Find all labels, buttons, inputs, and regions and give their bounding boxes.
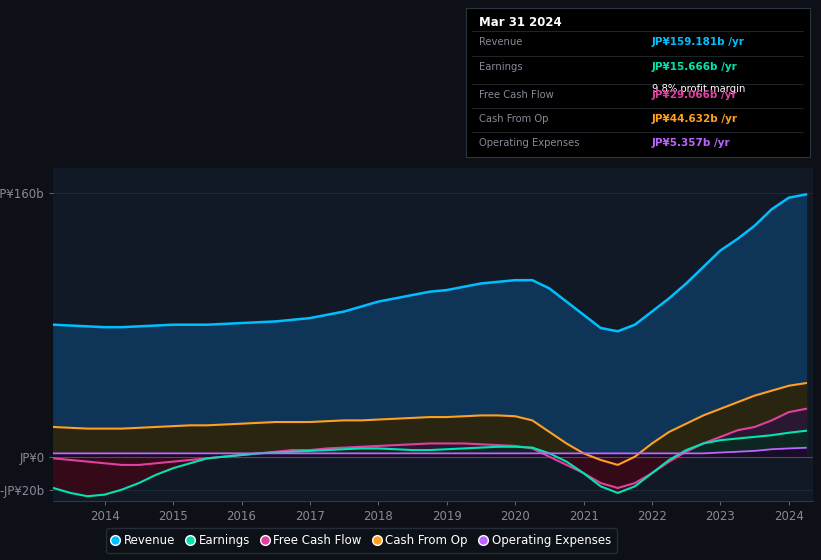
Text: JP¥5.357b /yr: JP¥5.357b /yr xyxy=(652,138,731,147)
Text: JP¥159.181b /yr: JP¥159.181b /yr xyxy=(652,36,745,46)
Text: Free Cash Flow: Free Cash Flow xyxy=(479,90,554,100)
Legend: Revenue, Earnings, Free Cash Flow, Cash From Op, Operating Expenses: Revenue, Earnings, Free Cash Flow, Cash … xyxy=(106,528,617,553)
Text: JP¥15.666b /yr: JP¥15.666b /yr xyxy=(652,62,737,72)
Text: Operating Expenses: Operating Expenses xyxy=(479,138,580,147)
Text: JP¥44.632b /yr: JP¥44.632b /yr xyxy=(652,114,738,124)
Text: Revenue: Revenue xyxy=(479,36,523,46)
Text: Cash From Op: Cash From Op xyxy=(479,114,548,124)
Text: Mar 31 2024: Mar 31 2024 xyxy=(479,16,562,29)
Text: Earnings: Earnings xyxy=(479,62,523,72)
Text: 9.8% profit margin: 9.8% profit margin xyxy=(652,84,745,94)
Text: JP¥29.066b /yr: JP¥29.066b /yr xyxy=(652,90,737,100)
